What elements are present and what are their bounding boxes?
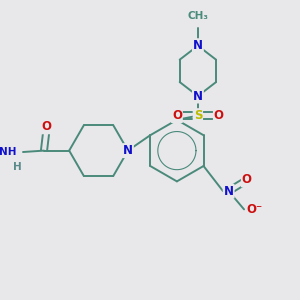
Text: H: H	[13, 162, 22, 172]
Text: NH: NH	[0, 147, 16, 157]
Text: N: N	[123, 144, 133, 157]
Text: S: S	[194, 109, 202, 122]
Text: CH₃: CH₃	[188, 11, 208, 21]
Text: O: O	[42, 120, 52, 133]
Text: O⁻: O⁻	[246, 203, 262, 216]
Text: N: N	[193, 39, 203, 52]
Text: O: O	[214, 109, 224, 122]
Text: O: O	[172, 109, 182, 122]
Text: O: O	[242, 173, 252, 187]
Text: N: N	[224, 185, 234, 198]
Text: N: N	[193, 90, 203, 103]
